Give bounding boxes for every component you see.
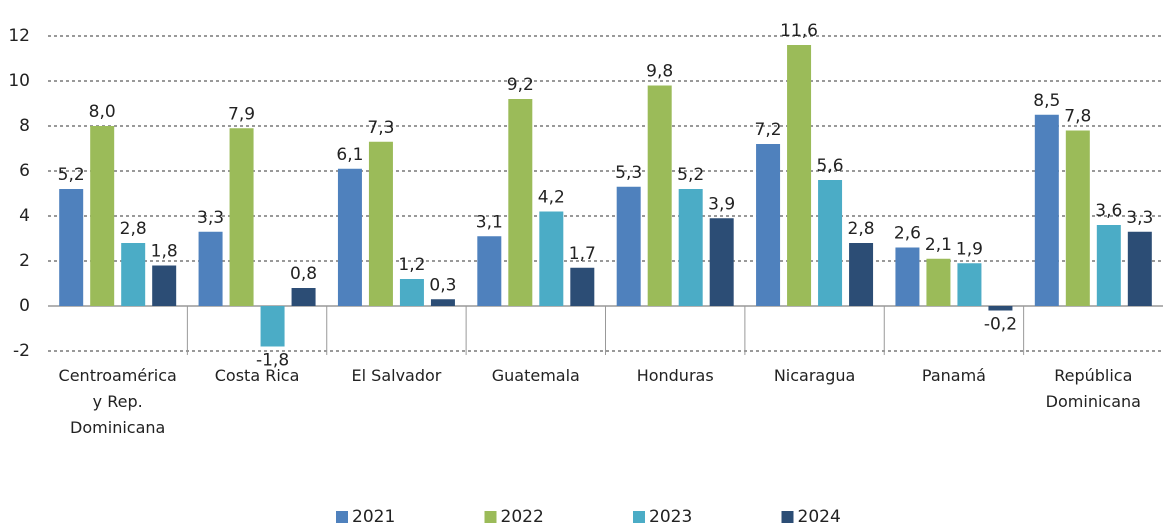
bar <box>849 243 874 306</box>
value-label: 9,8 <box>646 62 673 82</box>
value-label: 1,8 <box>151 242 178 262</box>
bar <box>988 306 1013 311</box>
value-label: 8,5 <box>1033 91 1060 111</box>
value-label: 0,8 <box>290 264 317 284</box>
bar <box>926 258 951 306</box>
bar <box>368 141 393 306</box>
value-label: 2,8 <box>120 219 147 239</box>
bar <box>399 279 424 306</box>
bar <box>818 180 843 306</box>
x-tick-label: República Dominicana <box>1045 366 1141 411</box>
bar <box>260 306 285 347</box>
bar <box>121 243 146 306</box>
bar <box>1065 130 1090 306</box>
y-tick-label: 12 <box>8 26 30 46</box>
value-label: 5,6 <box>817 156 844 176</box>
y-tick-label: 4 <box>19 206 30 226</box>
legend-label: 2022 <box>501 507 544 527</box>
y-tick-label: 6 <box>19 161 30 181</box>
legend-label: 2024 <box>798 507 841 527</box>
x-tick-label: Nicaragua <box>773 366 856 385</box>
legend-label: 2021 <box>352 507 395 527</box>
bar <box>570 267 595 306</box>
value-label: 2,6 <box>894 224 921 244</box>
bar <box>430 299 455 306</box>
value-label: 3,3 <box>197 208 224 228</box>
x-tick-label: Centroamérica y Rep. Dominicana <box>58 366 177 437</box>
legend-swatch <box>781 511 794 523</box>
y-tick-label: 8 <box>19 116 30 136</box>
x-tick-label: El Salvador <box>351 366 442 385</box>
bar <box>477 236 502 306</box>
y-tick-label: -2 <box>13 341 30 361</box>
bar <box>895 247 920 306</box>
value-label: -0,2 <box>984 315 1017 335</box>
value-label: 0,3 <box>429 275 456 295</box>
x-tick-label: Honduras <box>636 366 714 385</box>
value-label: 7,3 <box>367 118 394 138</box>
bar <box>756 144 781 306</box>
x-tick-label: Panamá <box>921 366 986 385</box>
value-label: 9,2 <box>507 75 534 95</box>
bar <box>616 186 641 306</box>
value-label: 6,1 <box>336 145 363 165</box>
bar <box>229 128 254 306</box>
bar <box>291 288 316 306</box>
bar <box>709 218 734 306</box>
legend-swatch <box>336 511 348 523</box>
bar <box>539 211 564 306</box>
value-label: 7,9 <box>228 104 255 124</box>
value-label: 5,3 <box>615 163 642 183</box>
value-label: 11,6 <box>780 21 818 41</box>
bar <box>1034 114 1059 306</box>
x-tick-label: Guatemala <box>491 366 580 385</box>
legend-label: 2023 <box>649 507 692 527</box>
value-label: -1,8 <box>256 351 289 371</box>
value-label: 3,1 <box>476 212 503 232</box>
bar <box>957 263 982 306</box>
value-label: 8,0 <box>89 102 116 122</box>
bar <box>1096 225 1121 306</box>
value-label: 5,2 <box>677 165 704 185</box>
value-label: 1,2 <box>398 255 425 275</box>
value-label: 3,9 <box>708 194 735 214</box>
bar <box>337 168 362 306</box>
value-label: 5,2 <box>58 165 85 185</box>
bar <box>678 189 703 306</box>
x-tick-label: Costa Rica <box>214 366 300 385</box>
value-label: 4,2 <box>538 188 565 208</box>
value-label: 2,8 <box>848 219 875 239</box>
bar <box>90 126 115 306</box>
value-label: 3,3 <box>1126 208 1153 228</box>
value-label: 1,9 <box>956 239 983 259</box>
value-label: 2,1 <box>925 235 952 255</box>
bar <box>647 85 672 306</box>
bar <box>152 265 177 306</box>
bar <box>787 45 812 306</box>
bar <box>1127 231 1152 306</box>
bar <box>508 99 533 306</box>
bar <box>198 231 223 306</box>
value-label: 3,6 <box>1095 201 1122 221</box>
legend-swatch <box>633 511 645 523</box>
value-label: 7,8 <box>1064 107 1091 127</box>
value-label: 1,7 <box>569 244 596 264</box>
bar <box>59 189 84 306</box>
y-tick-label: 0 <box>19 296 30 316</box>
value-label: 7,2 <box>755 120 782 140</box>
legend-swatch <box>484 511 497 523</box>
y-tick-label: 10 <box>8 71 30 91</box>
y-tick-label: 2 <box>19 251 30 271</box>
